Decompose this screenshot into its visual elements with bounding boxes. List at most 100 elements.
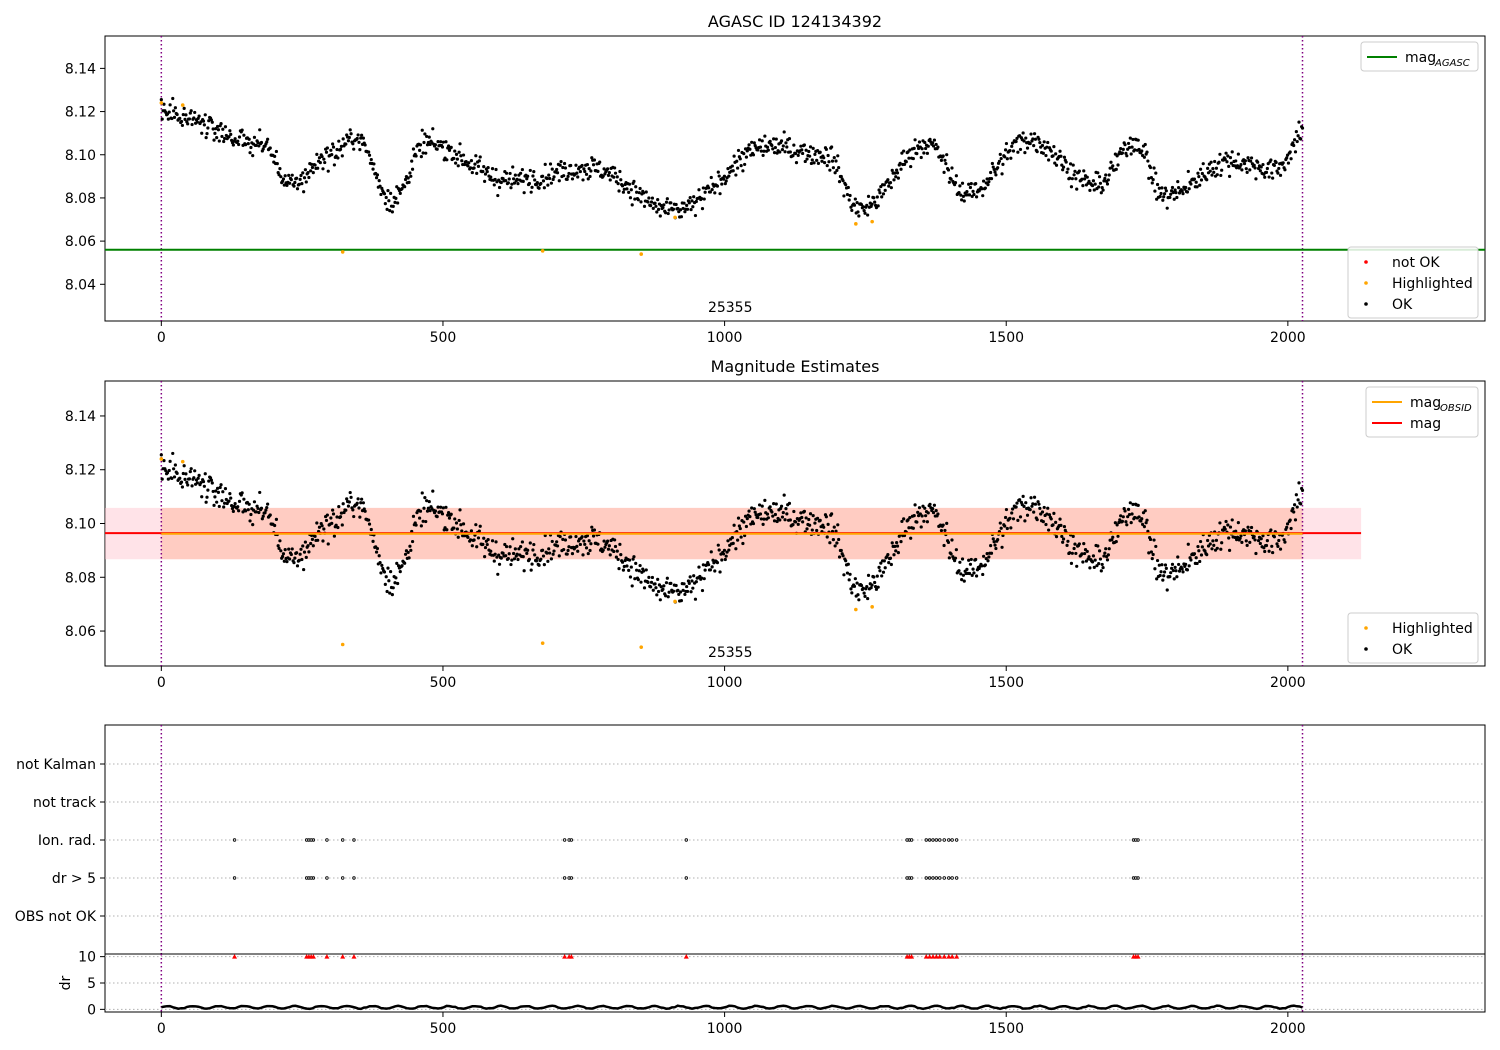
flag-point bbox=[684, 838, 688, 842]
dr-capped-marker bbox=[683, 954, 689, 959]
ok-point bbox=[371, 539, 375, 543]
flag-point bbox=[934, 838, 939, 842]
ok-point bbox=[408, 544, 412, 548]
ok-point bbox=[300, 182, 304, 186]
ok-point bbox=[1062, 524, 1067, 529]
ok-point bbox=[590, 156, 594, 160]
ok-point bbox=[332, 163, 336, 167]
ok-point bbox=[331, 145, 336, 149]
ok-point bbox=[943, 158, 947, 162]
ok-point bbox=[667, 590, 671, 594]
ok-point bbox=[702, 197, 706, 201]
ok-point bbox=[707, 186, 711, 190]
ok-point bbox=[189, 109, 193, 113]
ok-point bbox=[468, 166, 473, 170]
ok-point bbox=[281, 177, 286, 181]
ok-point bbox=[1003, 155, 1007, 159]
ok-point bbox=[785, 512, 789, 516]
ok-point bbox=[1074, 551, 1078, 556]
ok-point bbox=[1292, 510, 1296, 514]
ok-point bbox=[1119, 146, 1123, 151]
ok-point bbox=[342, 510, 346, 515]
ok-point bbox=[1011, 517, 1016, 521]
ok-point bbox=[1227, 536, 1231, 540]
flag-point bbox=[325, 838, 329, 842]
ok-point bbox=[178, 476, 182, 480]
ok-point bbox=[676, 588, 680, 592]
ok-point bbox=[608, 553, 612, 557]
ok-point bbox=[423, 496, 427, 500]
ok-point bbox=[346, 139, 351, 143]
ok-point bbox=[425, 499, 429, 503]
ok-point bbox=[1028, 141, 1032, 146]
ok-point bbox=[1292, 138, 1297, 142]
ok-point bbox=[494, 167, 498, 172]
ok-point bbox=[1044, 522, 1048, 527]
ok-point bbox=[1116, 163, 1120, 167]
ok-point bbox=[842, 194, 846, 198]
ok-point bbox=[928, 137, 932, 141]
ok-point bbox=[859, 202, 864, 207]
ok-point bbox=[928, 502, 932, 506]
estimates-x-tick-label: 1500 bbox=[988, 675, 1024, 691]
ok-point bbox=[633, 197, 637, 201]
highlighted-point bbox=[854, 222, 858, 226]
ok-point bbox=[926, 144, 930, 148]
ok-point bbox=[1072, 546, 1076, 551]
ok-point bbox=[788, 150, 792, 154]
ok-point bbox=[960, 578, 964, 582]
ok-point bbox=[655, 593, 659, 597]
ok-point bbox=[1016, 150, 1020, 154]
ok-point bbox=[983, 563, 987, 567]
ok-point bbox=[389, 569, 393, 574]
ok-point bbox=[620, 184, 625, 188]
ok-point bbox=[449, 145, 453, 149]
ok-point bbox=[1107, 547, 1111, 551]
ok-point bbox=[551, 177, 555, 182]
ok-point bbox=[943, 528, 947, 533]
ok-point bbox=[206, 488, 210, 492]
ok-point bbox=[759, 149, 763, 153]
ok-point bbox=[1058, 517, 1062, 521]
ok-point bbox=[1227, 548, 1232, 553]
ok-point bbox=[1003, 524, 1007, 528]
ok-point bbox=[394, 196, 398, 200]
ok-point bbox=[887, 184, 891, 188]
ok-point bbox=[836, 154, 840, 158]
ok-point bbox=[1100, 562, 1104, 567]
ok-point bbox=[385, 589, 389, 594]
ok-point bbox=[678, 208, 683, 212]
ok-point bbox=[359, 501, 363, 505]
ok-point bbox=[457, 150, 461, 154]
ok-point bbox=[1077, 169, 1081, 173]
highlighted-point bbox=[870, 219, 874, 224]
ok-point bbox=[744, 524, 749, 529]
ok-point bbox=[337, 505, 341, 509]
ok-point bbox=[644, 568, 648, 572]
ok-point bbox=[1164, 189, 1168, 193]
ok-point bbox=[1016, 518, 1020, 522]
ok-point bbox=[276, 544, 280, 548]
ok-point bbox=[455, 157, 459, 161]
ok-point bbox=[424, 519, 428, 524]
ok-point bbox=[766, 148, 770, 152]
ok-point bbox=[1024, 136, 1028, 140]
ok-point bbox=[421, 151, 425, 155]
ok-point bbox=[996, 537, 1000, 542]
ok-point bbox=[391, 586, 395, 590]
ok-point bbox=[993, 543, 997, 547]
ok-point bbox=[950, 166, 954, 170]
ok-point bbox=[756, 515, 760, 520]
ok-point bbox=[172, 109, 176, 113]
ok-point bbox=[382, 570, 387, 574]
ok-point bbox=[1209, 160, 1213, 164]
ok-point bbox=[251, 523, 255, 527]
ok-point bbox=[1111, 164, 1115, 168]
ok-point bbox=[252, 135, 257, 139]
ok-point bbox=[743, 533, 747, 538]
ok-point bbox=[888, 181, 893, 185]
ok-point bbox=[846, 185, 850, 190]
ok-point bbox=[617, 189, 621, 193]
ok-point bbox=[1229, 161, 1233, 165]
ok-point bbox=[242, 133, 246, 137]
